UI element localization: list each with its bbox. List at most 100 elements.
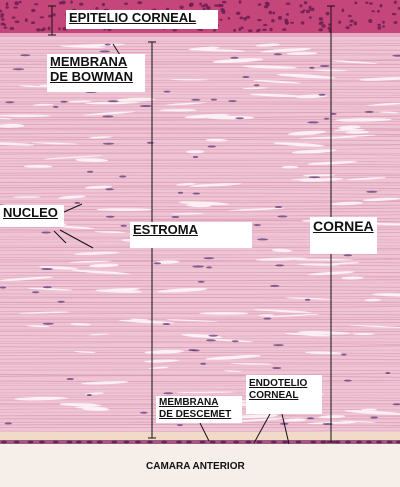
keratocyte-nucleus (163, 392, 174, 395)
endothelium-nucleus (270, 440, 277, 444)
endothelium-nucleus (27, 440, 34, 444)
epithelium-nucleus (285, 2, 291, 5)
epithelium-nucleus (318, 28, 323, 32)
endothelium-nucleus (96, 440, 103, 444)
label-endotelio-line1: ENDOTELIO (249, 378, 308, 389)
stroma-cleft (302, 174, 336, 177)
stroma-cleft (205, 138, 228, 142)
epithelium-nucleus (365, 1, 369, 4)
stroma-fiber (0, 138, 400, 142)
endothelium-nucleus (245, 440, 252, 444)
keratocyte-nucleus (99, 50, 111, 53)
stroma-fiber (0, 354, 400, 357)
epithelium-nucleus (338, 20, 342, 24)
epithelium-nucleus (165, 7, 170, 11)
keratocyte-nucleus (253, 224, 261, 227)
epithelium-nucleus (218, 3, 221, 8)
epithelium-nucleus (239, 16, 244, 20)
stroma-cleft (0, 276, 54, 281)
label-estroma: ESTROMA (130, 222, 252, 248)
stroma-cleft (344, 410, 400, 415)
keratocyte-nucleus (392, 403, 400, 406)
stroma-fiber (0, 144, 400, 147)
epithelium-nucleus (303, 1, 308, 5)
epithelium-nucleus (238, 0, 242, 4)
epithelium-nucleus (124, 2, 128, 5)
keratocyte-nucleus (200, 362, 207, 365)
epithelium-nucleus (341, 8, 345, 13)
epithelium-nucleus (18, 0, 22, 4)
label-nucleo: NUCLEO (0, 205, 64, 227)
epithelium-nucleus (347, 14, 352, 18)
stroma-cleft (116, 97, 156, 102)
epithelium-nucleus (14, 1, 19, 6)
stroma-fiber (0, 304, 400, 306)
stroma-cleft (194, 184, 220, 187)
stroma-fiber (0, 189, 400, 192)
stroma-fiber (0, 342, 400, 345)
keratocyte-nucleus (207, 145, 216, 148)
epithelium-nucleus (290, 21, 294, 24)
keratocyte-nucleus (318, 93, 326, 96)
stroma-cleft (176, 391, 235, 394)
label-endotelio-line2: CORNEAL (249, 389, 299, 401)
epithelium-nucleus (264, 1, 269, 5)
endothelium-nucleus (75, 440, 82, 444)
stroma-cleft (299, 136, 357, 139)
stroma-fiber (0, 256, 400, 259)
stroma-cleft (352, 332, 375, 336)
epithelium-nucleus (61, 0, 66, 5)
epithelium-nucleus (172, 29, 178, 32)
endothelium-nucleus (345, 440, 351, 444)
keratocyte-nucleus (146, 141, 155, 144)
stroma-cleft (291, 177, 320, 181)
label-bowman-line1: MEMBRANA (50, 54, 128, 69)
keratocyte-nucleus (343, 379, 352, 382)
stroma-cleft (73, 251, 120, 255)
epithelium-nucleus (284, 21, 289, 25)
endothelium-nucleus (356, 440, 362, 444)
stroma-cleft (0, 117, 12, 120)
keratocyte-nucleus (57, 300, 65, 303)
epithelium-nucleus (227, 17, 231, 20)
stroma-cleft (294, 94, 328, 99)
epithelium-nucleus (47, 26, 51, 31)
stroma-cleft (178, 201, 230, 206)
keratocyte-nucleus (364, 110, 374, 113)
stroma-cleft (255, 257, 308, 261)
stroma-cleft (249, 93, 304, 98)
stroma-cleft (69, 260, 113, 263)
keratocyte-nucleus (191, 98, 201, 101)
endothelium-nucleus (66, 440, 73, 444)
epithelium-nucleus (349, 19, 354, 23)
epithelium-nucleus (62, 27, 67, 31)
keratocyte-nucleus (104, 43, 111, 46)
epithelium-nucleus (219, 18, 223, 21)
keratocyte-nucleus (273, 53, 283, 56)
stroma-cleft (286, 52, 318, 55)
label-cornea-text: CORNEA (313, 218, 374, 234)
stroma-cleft (18, 85, 43, 88)
label-membrana-bowman: MEMBRANA DE BOWMAN (47, 54, 145, 92)
stroma-cleft (361, 408, 377, 411)
stroma-cleft (59, 45, 106, 49)
stroma-fiber (0, 186, 400, 190)
stroma-fiber (0, 148, 400, 151)
stroma-cleft (285, 297, 334, 300)
stroma-fiber (0, 108, 400, 111)
keratocyte-nucleus (269, 284, 280, 287)
stroma-cleft (199, 311, 249, 315)
epithelium-nucleus (101, 2, 105, 7)
epithelium-nucleus (3, 26, 8, 29)
keratocyte-nucleus (263, 317, 272, 320)
stroma-cleft (287, 130, 327, 136)
stroma-fiber (0, 341, 400, 343)
endothelium-nucleus (395, 440, 400, 444)
keratocyte-nucleus (153, 262, 162, 265)
endothelium-nucleus (52, 440, 59, 444)
stroma-cleft (184, 113, 230, 119)
epithelium-nucleus (382, 25, 385, 28)
endothelium-nucleus (365, 440, 372, 444)
stroma-cleft (88, 263, 119, 268)
stroma-fiber (0, 172, 400, 175)
